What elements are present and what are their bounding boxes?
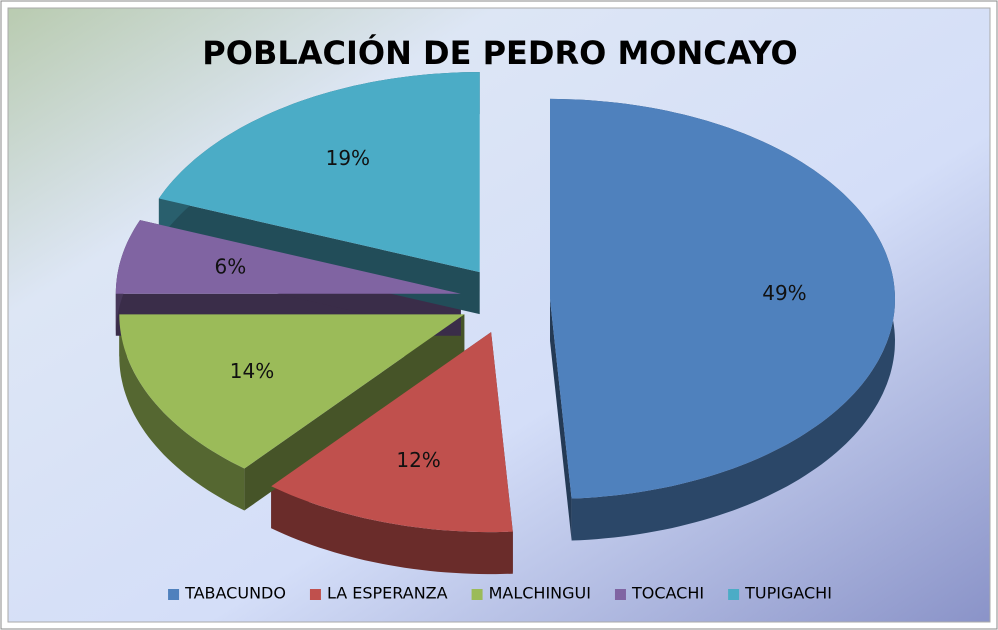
slice	[271, 332, 513, 533]
slice	[158, 72, 480, 273]
legend-swatch	[614, 589, 626, 600]
legend-label: LA ESPERANZA	[327, 584, 448, 603]
legend-swatch	[309, 589, 321, 600]
legend-swatch	[168, 589, 180, 600]
data-label: 12%	[396, 448, 440, 472]
data-label: 6%	[214, 255, 246, 279]
legend-label: TABACUNDO	[184, 584, 286, 603]
data-label: 49%	[762, 281, 806, 305]
slice-side	[244, 314, 465, 511]
data-label: 19%	[326, 146, 370, 170]
slice	[550, 98, 895, 499]
legend: TABACUNDO LA ESPERANZA MALCHINGUI TOCACHI TU…	[168, 584, 832, 603]
slice	[115, 220, 461, 294]
chart-title: POBLACIÓN DE PEDRO MONCAYO	[202, 33, 797, 72]
data-label: 14%	[230, 359, 274, 383]
slice	[119, 314, 465, 469]
slice-wall	[271, 486, 513, 575]
legend-swatch	[728, 589, 740, 600]
legend-label: MALCHINGUI	[489, 584, 591, 603]
slice-wall	[119, 314, 245, 511]
legend-swatch	[471, 589, 483, 600]
legend-label: TOCACHI	[631, 584, 704, 603]
slice-side	[550, 298, 572, 541]
pie: 49% 12% 14% 6% 19%	[115, 72, 895, 575]
legend-label: TUPIGACHI	[744, 584, 832, 603]
